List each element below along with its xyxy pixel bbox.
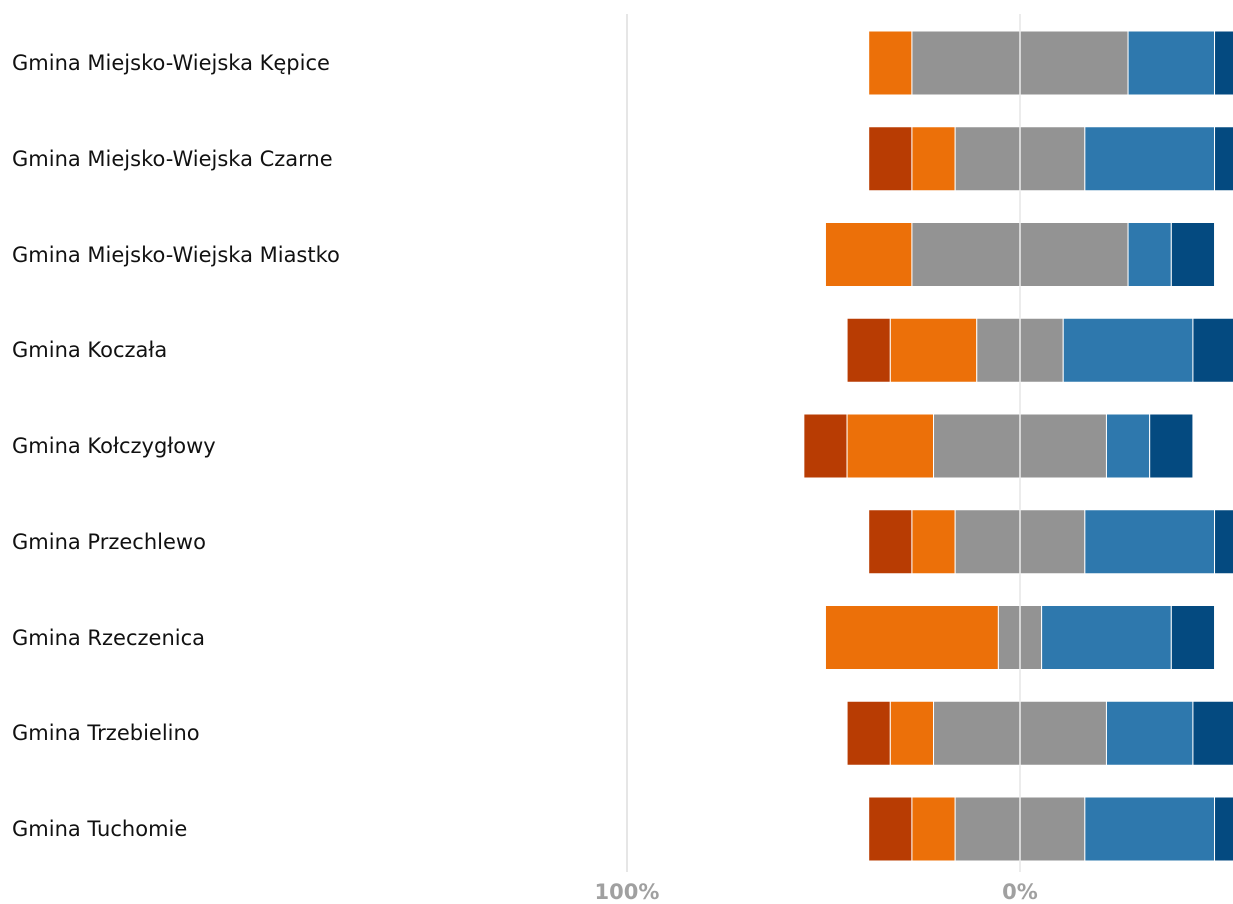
bar-segment bbox=[1062, 317, 1194, 383]
bar-segment bbox=[846, 413, 935, 479]
bar-segment bbox=[846, 317, 891, 383]
bar-segment bbox=[824, 605, 999, 670]
bar-segment bbox=[1041, 605, 1172, 670]
bar-segment bbox=[1214, 126, 1233, 192]
bar-segment bbox=[1149, 413, 1194, 479]
bar-segment bbox=[1170, 605, 1216, 670]
bar-segment bbox=[1214, 509, 1233, 575]
category-label: Gmina Miejsko-Wiejska Kępice bbox=[12, 51, 330, 75]
bar-segment bbox=[1084, 509, 1216, 575]
category-label: Gmina Miejsko-Wiejska Czarne bbox=[12, 146, 333, 171]
bar-segment bbox=[1105, 700, 1194, 766]
category-label: Gmina Tuchomie bbox=[12, 817, 188, 841]
bar-segment bbox=[803, 413, 848, 479]
bar-segment bbox=[824, 222, 913, 287]
bar-segment bbox=[911, 509, 956, 575]
bar-segment bbox=[1084, 126, 1216, 192]
x-tick-label: 0% bbox=[1002, 880, 1038, 904]
bar-segment bbox=[1192, 317, 1233, 383]
bar-segment bbox=[868, 126, 913, 192]
category-label: Gmina Miejsko-Wiejska Miastko bbox=[12, 242, 340, 267]
bar-segment bbox=[1127, 30, 1216, 96]
bar-segment bbox=[1214, 796, 1233, 862]
bar-segment bbox=[1214, 30, 1233, 96]
category-label: Gmina Przechlewo bbox=[12, 529, 206, 554]
bar-segment bbox=[1084, 796, 1216, 862]
bar-segment bbox=[889, 700, 935, 766]
bar-segment bbox=[846, 700, 891, 766]
category-label: Gmina Rzeczenica bbox=[12, 625, 205, 650]
bar-segment bbox=[1127, 222, 1172, 287]
bar-segment bbox=[868, 509, 913, 575]
bar-segment bbox=[911, 126, 956, 192]
bar-segment bbox=[1170, 222, 1216, 287]
bar-segment bbox=[868, 30, 913, 96]
bar-segment bbox=[889, 317, 978, 383]
x-tick-label: 100% bbox=[594, 880, 660, 904]
category-label: Gmina Trzebielino bbox=[12, 721, 200, 746]
bar-segment bbox=[911, 796, 956, 862]
bar-segment bbox=[868, 796, 913, 862]
category-label: Gmina Koczała bbox=[12, 338, 168, 363]
bar-segment bbox=[1192, 700, 1233, 766]
category-label: Gmina Kołczygłowy bbox=[12, 434, 216, 458]
bar-segment bbox=[1105, 413, 1151, 479]
